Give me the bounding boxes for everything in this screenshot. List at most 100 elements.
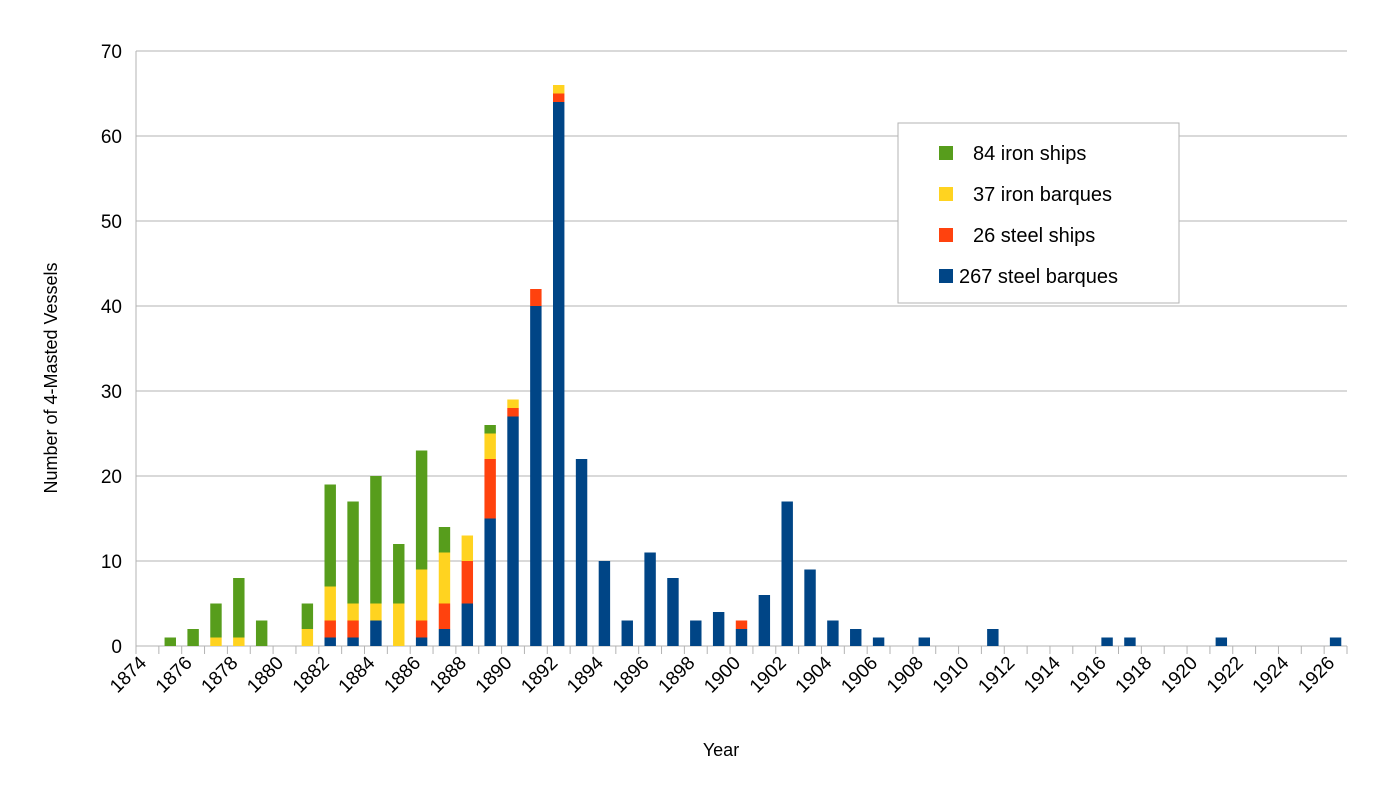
legend-swatch bbox=[939, 146, 953, 160]
bar-segment bbox=[484, 459, 496, 519]
bar-segment bbox=[552, 93, 565, 102]
bar-segment bbox=[804, 569, 816, 646]
legend: 84 iron ships 37 iron barques 26 steel shi… bbox=[897, 122, 1180, 304]
bar-segment bbox=[415, 637, 428, 646]
y-tick-label: 0 bbox=[111, 637, 122, 658]
x-tick-label: 1902 bbox=[746, 653, 791, 698]
x-tick-label: 1908 bbox=[883, 653, 928, 698]
bar-segment bbox=[461, 535, 474, 561]
bar-segment bbox=[233, 637, 245, 646]
x-tick-label: 1880 bbox=[243, 653, 288, 698]
bar-segment bbox=[552, 85, 565, 94]
bar-segment bbox=[210, 637, 222, 646]
bar-segment bbox=[484, 425, 496, 434]
x-tick-label: 1912 bbox=[974, 653, 1019, 698]
bar-segment bbox=[667, 578, 679, 646]
x-tick-label: 1904 bbox=[792, 652, 837, 697]
legend-swatch bbox=[939, 228, 953, 242]
x-tick-label: 1884 bbox=[335, 652, 380, 697]
bar-segment bbox=[347, 603, 359, 621]
bar-segment bbox=[187, 629, 199, 646]
bar-segment bbox=[621, 620, 633, 646]
bar-segment bbox=[598, 561, 611, 646]
bar-segment bbox=[575, 459, 588, 646]
y-tick-label: 50 bbox=[101, 212, 122, 233]
bar-segment bbox=[347, 501, 359, 604]
bar-segment bbox=[324, 637, 336, 646]
y-tick-label: 70 bbox=[101, 42, 122, 63]
bar-segment bbox=[461, 561, 474, 604]
x-tick-label: 1926 bbox=[1294, 653, 1339, 698]
bar-segment bbox=[644, 552, 656, 646]
bar-segment bbox=[164, 637, 176, 646]
x-tick-label: 1916 bbox=[1066, 653, 1111, 698]
bar-segment bbox=[712, 612, 725, 646]
bar-segment bbox=[370, 603, 382, 621]
bar-segment bbox=[507, 416, 519, 646]
bar-segment bbox=[415, 620, 428, 638]
x-tick-label: 1910 bbox=[929, 653, 974, 698]
bar-segment bbox=[301, 603, 314, 629]
x-tick-label: 1876 bbox=[152, 653, 197, 698]
bar-segment bbox=[233, 578, 245, 638]
bar-segment bbox=[347, 620, 359, 638]
bar-segment bbox=[987, 629, 999, 646]
bar-segment bbox=[1124, 637, 1136, 646]
bar-segment bbox=[484, 518, 496, 646]
bar-segment bbox=[530, 289, 542, 306]
x-tick-label: 1888 bbox=[426, 653, 471, 698]
bar-segment bbox=[415, 450, 428, 570]
x-tick-label: 1878 bbox=[198, 653, 243, 698]
bar-segment bbox=[918, 637, 931, 646]
legend-label: 84 iron ships bbox=[973, 143, 1086, 165]
x-tick-label: 1924 bbox=[1249, 652, 1294, 697]
bar-segment bbox=[438, 527, 451, 553]
x-tick-label: 1896 bbox=[609, 653, 654, 698]
x-axis-title: Year bbox=[703, 740, 739, 760]
bar-segment bbox=[255, 620, 268, 646]
bar-segment bbox=[850, 629, 862, 646]
bar-segment bbox=[438, 629, 451, 646]
legend-label: 267 steel barques bbox=[959, 266, 1118, 288]
x-tick-label: 1898 bbox=[655, 653, 700, 698]
x-tick-label: 1906 bbox=[837, 653, 882, 698]
x-tick-label: 1922 bbox=[1203, 653, 1248, 698]
x-tick-label: 1890 bbox=[472, 653, 517, 698]
bar-segment bbox=[735, 629, 748, 646]
x-tick-label: 1918 bbox=[1112, 653, 1157, 698]
y-tick-label: 40 bbox=[101, 297, 122, 318]
bar-segment bbox=[370, 476, 382, 604]
gridlines bbox=[136, 50, 1347, 647]
bar-segment bbox=[781, 501, 793, 646]
bar-segment bbox=[758, 595, 771, 646]
x-tick-label: 1882 bbox=[289, 653, 334, 698]
bar-segment bbox=[301, 629, 314, 646]
bar-segment bbox=[552, 102, 565, 646]
bar-segment bbox=[324, 484, 336, 587]
x-tick-label: 1900 bbox=[700, 653, 745, 698]
y-tick-label: 20 bbox=[101, 467, 122, 488]
bars bbox=[164, 85, 1342, 646]
bar-segment bbox=[324, 620, 336, 638]
bar-segment bbox=[507, 408, 519, 417]
y-tick-label: 30 bbox=[101, 382, 122, 403]
x-tick-label: 1886 bbox=[380, 653, 425, 698]
bar-segment bbox=[1215, 637, 1228, 646]
bar-segment bbox=[872, 637, 885, 646]
bar-segment bbox=[393, 544, 405, 604]
bar-segment bbox=[347, 637, 359, 646]
bar-segment bbox=[827, 620, 839, 646]
bar-segment bbox=[1329, 637, 1342, 646]
bar-segment bbox=[1101, 637, 1113, 646]
bar-segment bbox=[461, 603, 474, 646]
x-tick-label: 1920 bbox=[1157, 653, 1202, 698]
bar-segment bbox=[415, 569, 428, 621]
legend-swatch bbox=[939, 269, 953, 283]
y-tick-label: 10 bbox=[101, 552, 122, 573]
bar-segment bbox=[690, 620, 702, 646]
bar-segment bbox=[530, 306, 542, 646]
bar-segment bbox=[735, 620, 748, 629]
bar-segment bbox=[438, 603, 451, 629]
bar-segment bbox=[393, 603, 405, 646]
